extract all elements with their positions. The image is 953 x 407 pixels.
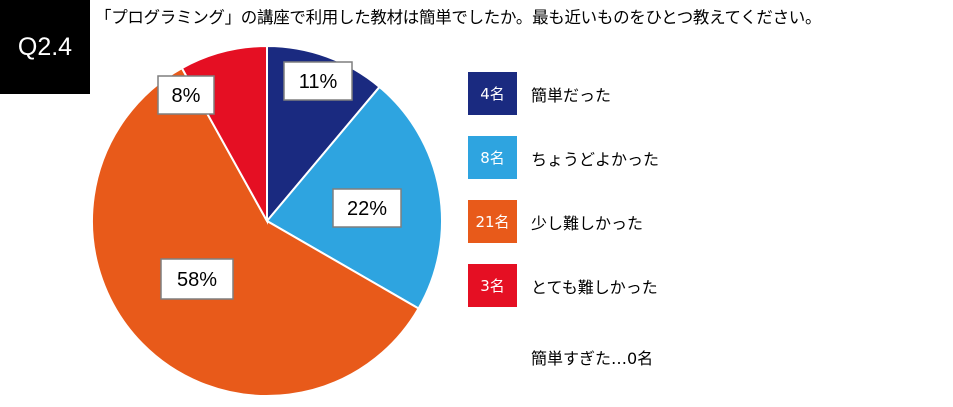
pie-slice — [91, 66, 420, 397]
data-label: 8% — [172, 85, 201, 107]
legend-count: 21名 — [475, 213, 510, 231]
question-number: Q2.4 — [17, 32, 73, 61]
chart-note: 簡単すぎた…0名 — [531, 349, 654, 368]
question-title: 「プログラミング」の講座で利用した教材は簡単でしたか。最も近いものをひとつ教えて… — [95, 8, 822, 27]
legend-swatch: 21名 — [468, 200, 517, 243]
data-label: 58% — [177, 269, 217, 291]
data-label: 22% — [347, 198, 387, 220]
data-label: 11% — [299, 71, 338, 93]
legend-count: 4名 — [480, 85, 505, 103]
data-label-box — [160, 258, 234, 300]
legend-swatch: 8名 — [468, 136, 517, 179]
legend-label: 簡単だった — [531, 86, 612, 105]
pie-data-labels: 11% 22% 58% 8% — [157, 61, 402, 300]
data-label-box — [283, 61, 353, 101]
legend-label: ちょうどよかった — [531, 150, 660, 169]
legend-count: 8名 — [480, 149, 505, 167]
legend-label: とても難しかった — [531, 278, 658, 297]
legend-count: 3名 — [480, 277, 505, 295]
legend-swatch: 3名 — [468, 264, 517, 307]
data-label-box — [157, 75, 215, 115]
question-number-badge: Q2.4 — [0, 0, 90, 94]
legend-swatch: 4名 — [468, 72, 517, 115]
data-label-box — [332, 188, 402, 228]
legend-label: 少し難しかった — [531, 214, 644, 233]
